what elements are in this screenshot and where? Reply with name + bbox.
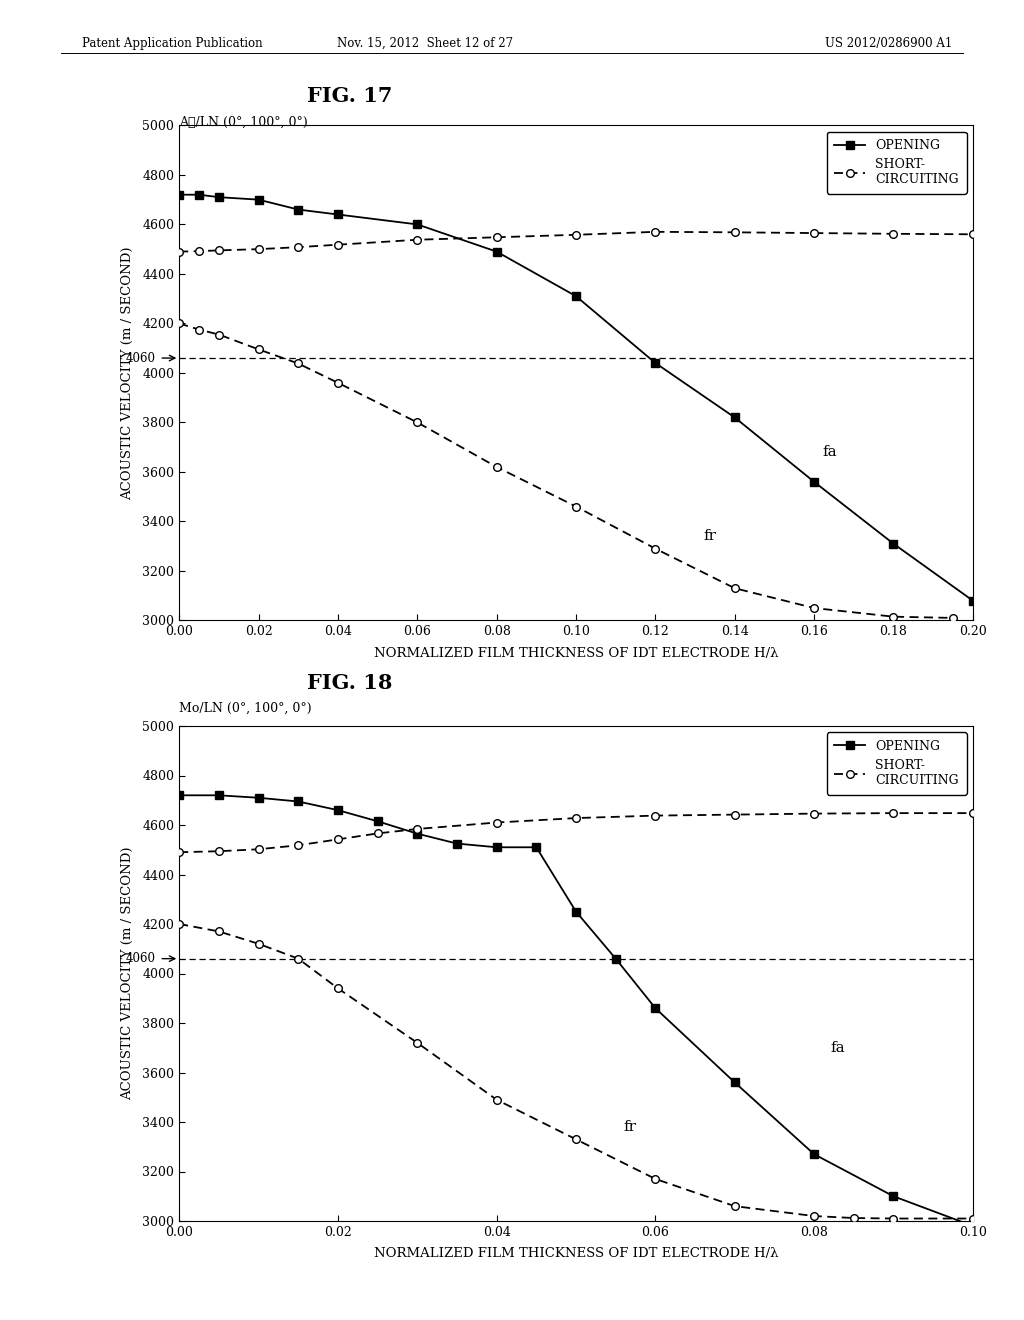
- Line: OPENING: OPENING: [175, 191, 977, 605]
- OPENING: [808, 474, 820, 490]
- Legend: OPENING, SHORT-
CIRCUITING: OPENING, SHORT- CIRCUITING: [826, 733, 967, 795]
- OPENING: [252, 191, 264, 207]
- Text: 4060: 4060: [125, 952, 156, 965]
- SHORT-
CIRCUITING: [887, 226, 899, 242]
- OPENING: [649, 355, 662, 371]
- SHORT-
CIRCUITING: [411, 821, 424, 837]
- SHORT-
CIRCUITING: [173, 244, 185, 260]
- OPENING: [213, 189, 225, 205]
- X-axis label: NORMALIZED FILM THICKNESS OF IDT ELECTRODE H/λ: NORMALIZED FILM THICKNESS OF IDT ELECTRO…: [374, 647, 778, 660]
- OPENING: [609, 950, 622, 966]
- Text: FIG. 17: FIG. 17: [307, 86, 392, 106]
- OPENING: [569, 288, 582, 304]
- SHORT-
CIRCUITING: [569, 810, 582, 826]
- Line: SHORT-
CIRCUITING: SHORT- CIRCUITING: [175, 809, 977, 857]
- SHORT-
CIRCUITING: [292, 837, 304, 853]
- OPENING: [887, 536, 899, 552]
- SHORT-
CIRCUITING: [887, 805, 899, 821]
- SHORT-
CIRCUITING: [967, 227, 979, 243]
- SHORT-
CIRCUITING: [490, 814, 503, 830]
- SHORT-
CIRCUITING: [569, 227, 582, 243]
- Text: Nov. 15, 2012  Sheet 12 of 27: Nov. 15, 2012 Sheet 12 of 27: [337, 37, 513, 50]
- Y-axis label: ACOUSTIC VELOCITY (m / SECOND): ACOUSTIC VELOCITY (m / SECOND): [121, 246, 134, 500]
- SHORT-
CIRCUITING: [372, 825, 384, 841]
- SHORT-
CIRCUITING: [729, 807, 741, 822]
- Text: Aℓ/LN (0°, 100°, 0°): Aℓ/LN (0°, 100°, 0°): [179, 116, 308, 129]
- Text: Patent Application Publication: Patent Application Publication: [82, 37, 262, 50]
- Y-axis label: ACOUSTIC VELOCITY (m / SECOND): ACOUSTIC VELOCITY (m / SECOND): [121, 846, 134, 1101]
- SHORT-
CIRCUITING: [252, 841, 264, 857]
- Text: fr: fr: [702, 529, 716, 544]
- OPENING: [252, 789, 264, 805]
- OPENING: [967, 1218, 979, 1234]
- SHORT-
CIRCUITING: [490, 230, 503, 246]
- OPENING: [569, 904, 582, 920]
- OPENING: [411, 826, 424, 842]
- SHORT-
CIRCUITING: [808, 805, 820, 821]
- OPENING: [372, 813, 384, 829]
- Text: fa: fa: [822, 445, 837, 459]
- OPENING: [332, 206, 344, 222]
- OPENING: [808, 1146, 820, 1162]
- Text: fr: fr: [624, 1119, 637, 1134]
- Legend: OPENING, SHORT-
CIRCUITING: OPENING, SHORT- CIRCUITING: [826, 132, 967, 194]
- OPENING: [451, 836, 463, 851]
- OPENING: [332, 803, 344, 818]
- OPENING: [173, 787, 185, 803]
- Text: 4060: 4060: [125, 351, 156, 364]
- OPENING: [887, 1188, 899, 1204]
- OPENING: [530, 840, 543, 855]
- OPENING: [490, 840, 503, 855]
- SHORT-
CIRCUITING: [967, 805, 979, 821]
- SHORT-
CIRCUITING: [332, 832, 344, 847]
- SHORT-
CIRCUITING: [649, 224, 662, 240]
- Text: FIG. 18: FIG. 18: [307, 673, 392, 693]
- SHORT-
CIRCUITING: [292, 239, 304, 255]
- OPENING: [649, 1001, 662, 1016]
- Text: fa: fa: [829, 1040, 845, 1055]
- OPENING: [967, 593, 979, 609]
- X-axis label: NORMALIZED FILM THICKNESS OF IDT ELECTRODE H/λ: NORMALIZED FILM THICKNESS OF IDT ELECTRO…: [374, 1247, 778, 1261]
- OPENING: [292, 793, 304, 809]
- OPENING: [729, 409, 741, 425]
- OPENING: [490, 244, 503, 260]
- SHORT-
CIRCUITING: [213, 843, 225, 859]
- SHORT-
CIRCUITING: [808, 226, 820, 242]
- Line: SHORT-
CIRCUITING: SHORT- CIRCUITING: [175, 228, 977, 256]
- SHORT-
CIRCUITING: [649, 808, 662, 824]
- SHORT-
CIRCUITING: [173, 845, 185, 861]
- SHORT-
CIRCUITING: [193, 243, 205, 259]
- OPENING: [411, 216, 424, 232]
- Text: Mo/LN (0°, 100°, 0°): Mo/LN (0°, 100°, 0°): [179, 702, 312, 715]
- SHORT-
CIRCUITING: [332, 236, 344, 252]
- OPENING: [213, 787, 225, 803]
- OPENING: [729, 1074, 741, 1090]
- OPENING: [193, 186, 205, 202]
- OPENING: [292, 202, 304, 218]
- OPENING: [173, 186, 185, 202]
- SHORT-
CIRCUITING: [729, 224, 741, 240]
- Line: OPENING: OPENING: [175, 792, 977, 1230]
- SHORT-
CIRCUITING: [213, 243, 225, 259]
- Text: US 2012/0286900 A1: US 2012/0286900 A1: [825, 37, 952, 50]
- SHORT-
CIRCUITING: [411, 232, 424, 248]
- SHORT-
CIRCUITING: [252, 242, 264, 257]
